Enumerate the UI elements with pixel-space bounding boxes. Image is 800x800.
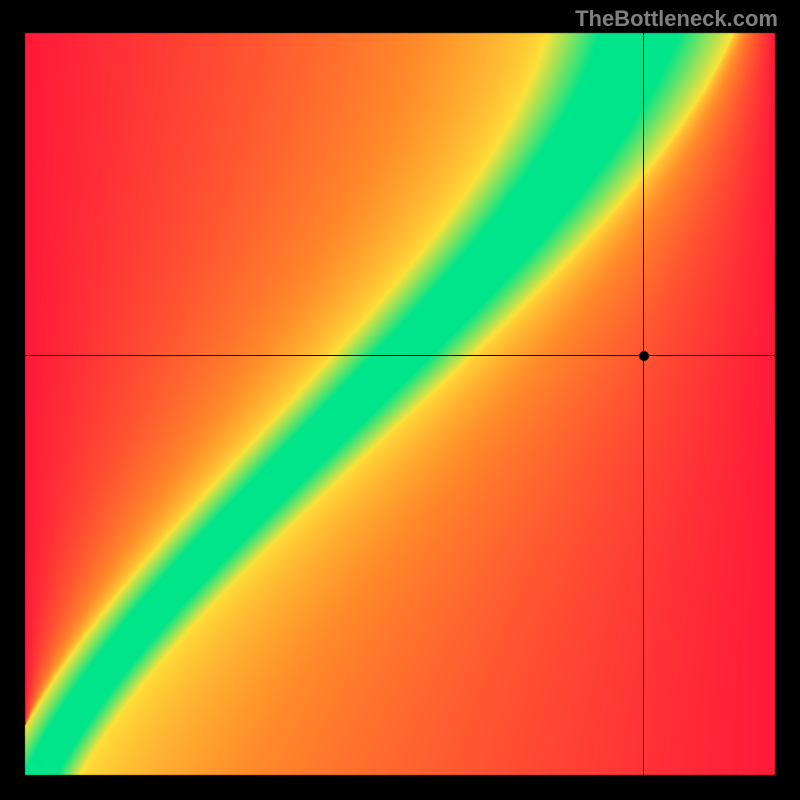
crosshair-horizontal (25, 355, 775, 356)
crosshair-vertical (643, 33, 644, 775)
watermark-text: TheBottleneck.com (575, 6, 778, 32)
marker-dot (639, 351, 649, 361)
bottleneck-heatmap (0, 0, 800, 800)
